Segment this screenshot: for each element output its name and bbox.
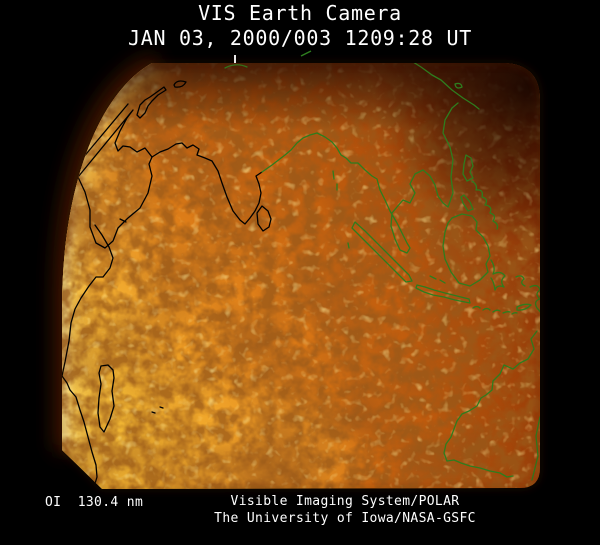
coast-halmahera: [515, 275, 526, 287]
coast-sri-lanka: [256, 205, 272, 232]
coast-bangka: [429, 275, 446, 284]
coast-caspian: [136, 86, 167, 119]
coast-philippine-chain: [471, 180, 499, 230]
coast-australia-west: [443, 330, 538, 478]
coastlines-overlay: [224, 63, 540, 481]
fov-edge: [60, 61, 542, 491]
coast-sumatra: [351, 221, 413, 283]
coast-south-china: [409, 63, 480, 110]
image-timestamp: JAN 03, 2000/003 1209:28 UT: [127, 26, 472, 50]
credit-line-2: The University of Iowa/NASA-GSFC: [214, 511, 476, 526]
coast-hainan: [454, 82, 463, 89]
credits-block: Visible Imaging System/POLAR The Univers…: [145, 493, 545, 527]
coast-aral: [173, 80, 187, 88]
filter-wavelength-label: OI 130.4 nm: [45, 495, 144, 510]
coastline-fragment-top: [300, 50, 312, 57]
coast-comoros: [151, 406, 164, 414]
coast-madagascar: [97, 364, 115, 433]
coast-australia-north: [531, 416, 540, 481]
coast-africa-east: [62, 224, 114, 488]
coast-java: [415, 284, 471, 304]
coast-himalaya-edge: [224, 64, 248, 69]
coast-socotra: [119, 218, 127, 223]
coast-luzon: [462, 154, 474, 182]
coast-lesser-sunda: [472, 305, 518, 315]
coast-arabia: [77, 109, 153, 249]
coast-borneo: [442, 213, 491, 287]
coast-andaman-islands: [332, 170, 350, 249]
coast-india: [151, 142, 263, 225]
coast-bengal-indochina: [261, 102, 459, 254]
image-title: VIS Earth Camera: [198, 1, 402, 25]
credit-line-1: Visible Imaging System/POLAR: [230, 494, 460, 509]
coast-sulawesi: [490, 259, 506, 291]
terminator-corner-shading: [373, 63, 540, 243]
coast-timor: [516, 303, 532, 311]
coast-palawan: [460, 194, 474, 212]
